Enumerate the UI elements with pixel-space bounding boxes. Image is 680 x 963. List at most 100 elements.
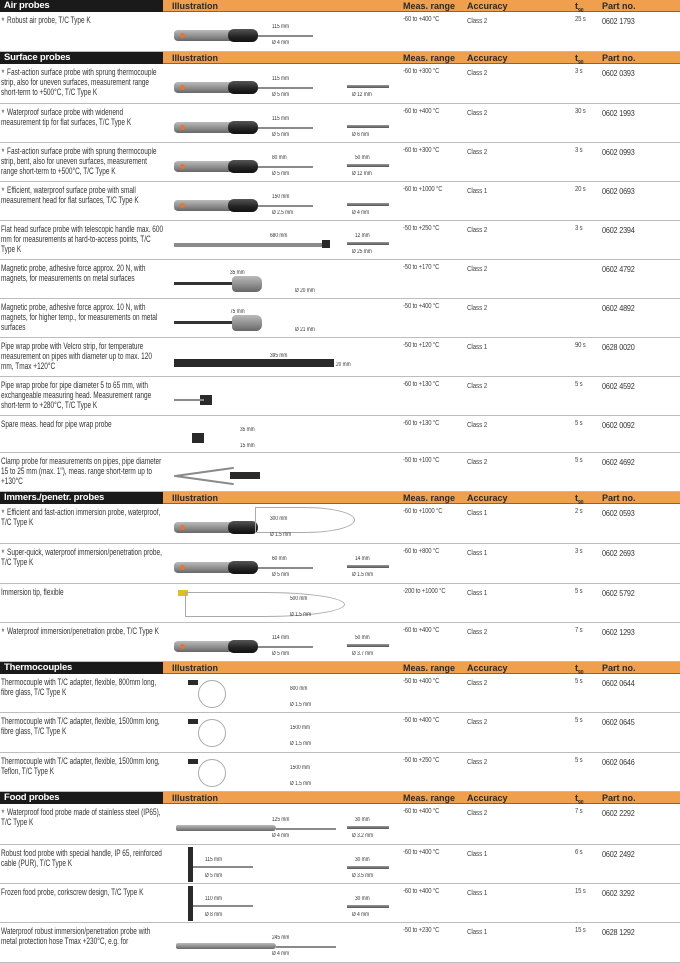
accuracy: Class 2 <box>467 68 488 77</box>
probe-needle-image <box>193 866 253 868</box>
product-description: Frozen food probe, corkscrew design, T/C… <box>1 887 164 897</box>
description-text: Pipe wrap probe with Velcro strip, for t… <box>1 341 152 371</box>
meas-range: -60 to +300 °C <box>403 68 440 75</box>
part-number: 0602 2492 <box>602 849 635 859</box>
meas-range: -60 to +800 °C <box>403 548 440 555</box>
description-text: Flat head surface probe with telescopic … <box>1 224 164 254</box>
table-row: Immersion tip, flexible 500 mm Ø 1.5 mm -20… <box>0 584 680 623</box>
probe-grip-image <box>228 521 258 534</box>
dimension-length-label: 115 mm <box>272 76 289 82</box>
dimension-length-label: 680 mm <box>270 233 288 239</box>
meas-range: -60 to +1000 °C <box>403 508 443 515</box>
t90-value: 3 s <box>575 68 583 75</box>
product-description: ★ Fast-action surface probe with sprung t… <box>1 67 164 97</box>
meas-range: -200 to +1000 °C <box>403 588 446 595</box>
dimension-length-label: 1500 mm <box>290 765 311 771</box>
meas-range: -60 to +1000 °C <box>403 186 443 193</box>
tip-length-label: 50 mm <box>355 635 370 641</box>
tip-detail-image <box>347 125 389 128</box>
section-thermocouples: Thermocouples Illustration Meas. range Accu… <box>0 662 680 792</box>
dimension-diameter-label: Ø 5 mm <box>272 572 290 578</box>
part-number: 0628 0020 <box>602 342 635 352</box>
dimension-length-label: 125 mm <box>272 817 290 823</box>
dimension-diameter-label: Ø 21 mm <box>295 327 315 333</box>
meas-range: -50 to +250 °C <box>403 225 440 232</box>
tc-connector-image <box>178 590 188 596</box>
table-row: ★ Waterproof surface probe with widenend … <box>0 104 680 143</box>
accuracy: Class 2 <box>467 108 488 117</box>
t90-value: 15 s <box>575 888 586 895</box>
steel-handle-image <box>176 943 276 949</box>
probe-led-image <box>180 644 185 649</box>
t90-value: 5 s <box>575 757 583 764</box>
part-number: 0602 2394 <box>602 225 635 235</box>
probe-needle-image <box>258 35 313 37</box>
t90-value: 5 s <box>575 678 583 685</box>
dimension-diameter-label: Ø 1.5 mm <box>290 612 312 618</box>
t90-value: 3 s <box>575 548 583 555</box>
product-description: Thermocouple with T/C adapter, flexible,… <box>1 716 164 736</box>
column-header-illustration: Illustration <box>172 1 219 11</box>
cable-coil-image <box>198 680 226 708</box>
column-header-t90: t90 <box>575 792 584 809</box>
tip-detail-image <box>347 85 389 88</box>
t90-label: t <box>575 793 578 803</box>
tip-diameter-label: Ø 12 mm <box>352 171 372 177</box>
product-description: ★ Efficient and fast-action immersion pro… <box>1 507 164 527</box>
product-description: ★ Super-quick, waterproof immersion/penet… <box>1 547 164 567</box>
table-row: ★ Waterproof immersion/penetration probe,… <box>0 623 680 662</box>
dimension-length-label: 35 mm <box>230 270 245 276</box>
probe-grip-image <box>228 81 258 94</box>
t90-value: 25 s <box>575 16 586 23</box>
accuracy: Class 2 <box>467 16 488 25</box>
meas-range: -50 to +100 °C <box>403 457 440 464</box>
dimension-diameter-label: Ø 5 mm <box>272 92 290 98</box>
column-header-illustration: Illustration <box>172 53 219 63</box>
table-row: Thermocouple with T/C adapter, flexible,… <box>0 753 680 792</box>
t90-value: 2 s <box>575 508 583 515</box>
dimension-length-label: 80 mm <box>272 155 287 161</box>
accuracy: Class 1 <box>467 342 488 351</box>
tip-diameter-label: Ø 3.7 mm <box>352 651 374 657</box>
t90-value: 20 s <box>575 186 586 193</box>
section-header: Thermocouples Illustration Meas. range Accu… <box>0 662 680 676</box>
dimension-diameter-label: Ø 8 mm <box>205 912 223 918</box>
cable-coil-image <box>198 719 226 747</box>
probe-handle-image <box>174 562 254 573</box>
magnet-body-image <box>232 315 262 331</box>
probe-cable-image <box>174 399 204 401</box>
tip-detail-image <box>347 866 389 869</box>
description-text: Waterproof immersion/penetration probe, … <box>7 626 159 636</box>
dimension-diameter-label: Ø 4 mm <box>272 951 290 957</box>
part-number: 0602 1793 <box>602 16 635 26</box>
table-row: Spare meas. head for pipe wrap probe 35 m… <box>0 416 680 453</box>
section-header: Surface probes Illustration Meas. range Acc… <box>0 52 680 66</box>
description-text: Waterproof surface probe with widenend m… <box>1 107 132 127</box>
t-handle-image <box>188 847 193 882</box>
star-marker-icon: ★ <box>1 549 5 555</box>
t90-label: t <box>575 493 578 503</box>
part-number: 0602 1993 <box>602 108 635 118</box>
dimension-diameter-label: Ø 4 mm <box>272 833 290 839</box>
column-header-part: Part no. <box>602 793 636 803</box>
dimension-diameter-label: Ø 4 mm <box>272 40 290 46</box>
wrap-head-image <box>200 395 212 405</box>
dimension-length-label: 35 mm <box>240 427 255 433</box>
tip-length-label: 14 mm <box>355 556 370 562</box>
section-title: Food probes <box>0 792 163 804</box>
part-number: 0602 4592 <box>602 381 635 391</box>
velcro-strip-image <box>174 359 334 367</box>
t90-label: t <box>575 1 578 11</box>
accuracy: Class 1 <box>467 927 488 936</box>
meas-range: -60 to +400 °C <box>403 808 440 815</box>
column-header-illustration: Illustration <box>172 493 219 503</box>
probe-needle-image <box>258 127 313 129</box>
product-description: ★ Fast-action surface probe with sprung t… <box>1 146 164 176</box>
column-header-accuracy: Accuracy <box>467 53 508 63</box>
product-description: Pipe wrap probe with Velcro strip, for t… <box>1 341 164 371</box>
probe-needle-image <box>258 567 313 569</box>
column-header-part: Part no. <box>602 1 636 11</box>
probe-needle-image <box>193 905 253 907</box>
star-marker-icon: ★ <box>1 17 5 23</box>
tc-connector-image <box>188 719 198 724</box>
